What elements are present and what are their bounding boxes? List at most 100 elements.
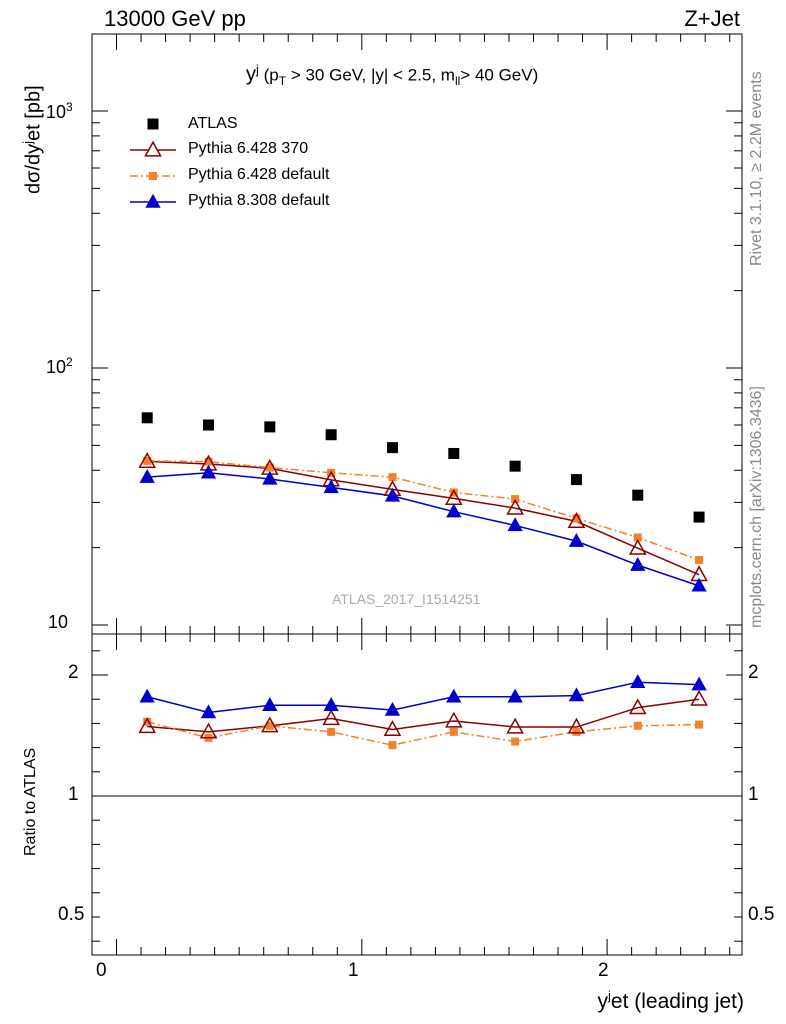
ratio-ytick-label-right-0.5: 0.5 bbox=[748, 904, 775, 925]
ratio-point-py8-default bbox=[507, 688, 523, 703]
ratio-point-py8-default bbox=[323, 697, 339, 711]
data-point-py6-default bbox=[695, 556, 704, 565]
ratio-line-py6-default bbox=[146, 720, 700, 746]
data-point-py8-default bbox=[507, 517, 523, 532]
data-point-py8-default bbox=[384, 487, 401, 502]
ratio-ytick-label-1: 1 bbox=[68, 784, 79, 805]
legend-marker-py8-default bbox=[145, 193, 161, 208]
main-series bbox=[138, 412, 708, 592]
data-point-atlas bbox=[570, 474, 582, 486]
data-point-py6-default bbox=[143, 456, 152, 465]
xtick-label-0: 0 bbox=[96, 960, 107, 981]
xtick-label-1: 1 bbox=[348, 960, 359, 981]
data-point-py6-370 bbox=[138, 452, 156, 469]
ratio-ytick-label-0.5: 0.5 bbox=[58, 904, 85, 925]
ratio-ytick-label-right-2: 2 bbox=[748, 662, 759, 683]
axes-frames bbox=[91, 33, 743, 956]
data-point-atlas bbox=[693, 511, 705, 523]
ratio-series bbox=[138, 674, 708, 750]
ratio-point-py6-370 bbox=[261, 716, 279, 733]
ratio-point-py8-default bbox=[384, 701, 401, 716]
ratio-line-py8-default bbox=[147, 681, 700, 714]
ratio-point-py6-default bbox=[572, 727, 581, 736]
data-point-atlas bbox=[141, 412, 153, 424]
main-title: yj (pT > 30 GeV, |y| < 2.5, mll> 40 GeV) bbox=[246, 62, 539, 89]
rivet-label: Rivet 3.1.10, ≥ 2.2M events bbox=[748, 71, 765, 266]
ratio-line-py6-370 bbox=[147, 698, 700, 733]
data-point-py8-default bbox=[446, 503, 462, 518]
ratio-ytick-label-right-1: 1 bbox=[748, 784, 759, 805]
legend-label-py8-default: Pythia 8.308 default bbox=[188, 192, 330, 209]
legend-label-py6-370: Pythia 6.428 370 bbox=[188, 140, 309, 157]
data-point-py6-370 bbox=[567, 512, 586, 528]
ratio-point-py6-default bbox=[143, 717, 152, 726]
data-point-py6-370 bbox=[628, 538, 647, 555]
ratio-point-py6-370 bbox=[567, 717, 586, 734]
legend-markers bbox=[130, 118, 176, 208]
analysis-watermark: ATLAS_2017_I1514251 bbox=[332, 591, 481, 607]
header-left: 13000 GeV pp bbox=[104, 6, 246, 31]
ratio-point-py6-370 bbox=[628, 698, 647, 715]
data-point-atlas bbox=[386, 442, 398, 454]
series-line-py6-default bbox=[147, 460, 700, 561]
ratio-point-py8-default bbox=[200, 704, 217, 719]
data-point-atlas bbox=[448, 447, 460, 459]
data-point-atlas bbox=[509, 460, 521, 472]
ratio-panel-frame bbox=[91, 633, 743, 956]
main-ytick-label-10: 10 bbox=[48, 612, 69, 632]
ratio-point-py8-default bbox=[630, 674, 646, 688]
ratio-point-py6-370 bbox=[690, 689, 708, 706]
ratio-point-py6-default bbox=[695, 720, 704, 729]
data-point-py8-default bbox=[323, 479, 339, 494]
header-right: Z+Jet bbox=[684, 6, 740, 31]
data-point-atlas bbox=[264, 421, 276, 433]
main-ytick-label-1000: 103 bbox=[46, 100, 73, 122]
main-y-axis-label: dσ/dyjet [pb] bbox=[20, 85, 45, 194]
data-point-atlas bbox=[632, 489, 644, 501]
data-point-py8-default bbox=[262, 470, 278, 485]
legend-marker-py6-default bbox=[149, 172, 157, 180]
data-point-py8-default bbox=[630, 556, 646, 571]
data-point-py6-default bbox=[572, 514, 581, 523]
ratio-point-py6-370 bbox=[444, 711, 463, 728]
legend-label-atlas: ATLAS bbox=[188, 115, 238, 132]
ratio-point-py8-default bbox=[568, 687, 585, 702]
mcplots-label: mcplots.cern.ch [arXiv:1306.3436] bbox=[748, 386, 765, 628]
data-point-py8-default bbox=[691, 577, 707, 592]
ratio-point-py8-default bbox=[691, 676, 707, 691]
main-ytick-label-100: 102 bbox=[46, 355, 73, 377]
ratio-point-py8-default bbox=[139, 688, 155, 703]
ratio-point-py6-default bbox=[327, 727, 336, 736]
ratio-point-py6-370 bbox=[506, 717, 524, 734]
x-axis-label: yjet (leading jet) bbox=[597, 988, 744, 1013]
ratio-point-py6-default bbox=[265, 721, 274, 730]
data-point-py6-default bbox=[388, 473, 397, 482]
ratio-y-axis-label: Ratio to ATLAS bbox=[22, 747, 39, 856]
legend-label-py6-default: Pythia 6.428 default bbox=[188, 166, 330, 183]
axis-ticks bbox=[91, 34, 742, 955]
ratio-point-py6-default bbox=[449, 727, 458, 736]
ratio-point-py6-370 bbox=[199, 722, 218, 739]
data-point-py6-370 bbox=[506, 498, 524, 515]
legend-marker-atlas bbox=[147, 118, 159, 130]
series-line-py6-370 bbox=[147, 460, 700, 576]
legend-marker-py6-370 bbox=[144, 140, 162, 157]
ratio-point-py6-370 bbox=[383, 720, 402, 737]
ratio-point-py6-default bbox=[388, 741, 397, 750]
series-line-py8-default bbox=[147, 472, 700, 587]
xtick-label-2: 2 bbox=[598, 960, 609, 981]
data-point-atlas bbox=[325, 429, 337, 441]
data-point-py6-default bbox=[204, 457, 213, 466]
ratio-point-py8-default bbox=[262, 697, 278, 711]
data-point-py8-default bbox=[139, 469, 155, 483]
ratio-ytick-label-2: 2 bbox=[68, 662, 79, 683]
data-point-py6-default bbox=[449, 488, 458, 497]
data-point-py6-default bbox=[265, 463, 274, 472]
data-point-py6-default bbox=[633, 533, 642, 542]
ratio-point-py6-default bbox=[633, 721, 642, 730]
data-point-atlas bbox=[203, 419, 215, 431]
ratio-point-py6-370 bbox=[138, 717, 156, 734]
ratio-point-py8-default bbox=[446, 688, 462, 703]
data-point-py8-default bbox=[200, 464, 217, 479]
